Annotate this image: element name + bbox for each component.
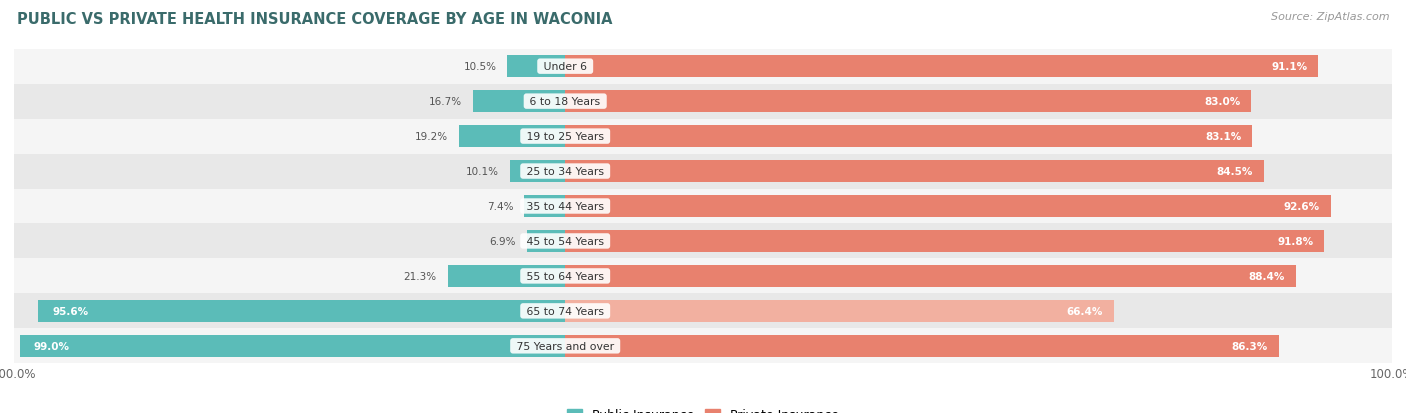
Bar	[527, 230, 565, 252]
Text: 99.0%: 99.0%	[34, 341, 69, 351]
Text: 83.0%: 83.0%	[1204, 97, 1240, 107]
Bar	[449, 266, 565, 287]
Text: 19.2%: 19.2%	[415, 132, 449, 142]
Bar	[565, 300, 1114, 322]
Bar	[509, 161, 565, 183]
Text: 10.1%: 10.1%	[465, 166, 499, 177]
Bar	[14, 294, 1392, 329]
Text: 75 Years and over: 75 Years and over	[513, 341, 617, 351]
Text: 6.9%: 6.9%	[489, 236, 516, 247]
Bar	[565, 230, 1324, 252]
Text: 21.3%: 21.3%	[404, 271, 437, 281]
Bar	[565, 56, 1319, 78]
Text: PUBLIC VS PRIVATE HEALTH INSURANCE COVERAGE BY AGE IN WACONIA: PUBLIC VS PRIVATE HEALTH INSURANCE COVER…	[17, 12, 613, 27]
Text: 16.7%: 16.7%	[429, 97, 463, 107]
Text: 91.1%: 91.1%	[1271, 62, 1308, 72]
Text: 35 to 44 Years: 35 to 44 Years	[523, 202, 607, 211]
Bar	[565, 126, 1253, 147]
Bar	[524, 196, 565, 217]
Text: 45 to 54 Years: 45 to 54 Years	[523, 236, 607, 247]
Text: 92.6%: 92.6%	[1284, 202, 1320, 211]
Legend: Public Insurance, Private Insurance: Public Insurance, Private Insurance	[562, 404, 844, 413]
Text: 86.3%: 86.3%	[1232, 341, 1268, 351]
Text: 88.4%: 88.4%	[1249, 271, 1285, 281]
Text: 10.5%: 10.5%	[464, 62, 496, 72]
Text: 6 to 18 Years: 6 to 18 Years	[526, 97, 605, 107]
Text: 65 to 74 Years: 65 to 74 Years	[523, 306, 607, 316]
Bar	[565, 91, 1251, 113]
Bar	[565, 335, 1278, 357]
Text: 55 to 64 Years: 55 to 64 Years	[523, 271, 607, 281]
Bar	[14, 84, 1392, 119]
Text: 83.1%: 83.1%	[1205, 132, 1241, 142]
Text: Source: ZipAtlas.com: Source: ZipAtlas.com	[1271, 12, 1389, 22]
Text: 84.5%: 84.5%	[1216, 166, 1253, 177]
Bar	[565, 196, 1330, 217]
Bar	[14, 50, 1392, 84]
Bar	[14, 154, 1392, 189]
Bar	[14, 224, 1392, 259]
Bar	[565, 266, 1296, 287]
Bar	[14, 329, 1392, 363]
Text: 66.4%: 66.4%	[1067, 306, 1104, 316]
Text: 7.4%: 7.4%	[486, 202, 513, 211]
Bar	[38, 300, 565, 322]
Bar	[14, 189, 1392, 224]
Text: 95.6%: 95.6%	[52, 306, 89, 316]
Bar	[14, 259, 1392, 294]
Text: Under 6: Under 6	[540, 62, 591, 72]
Bar	[14, 119, 1392, 154]
Bar	[508, 56, 565, 78]
Text: 91.8%: 91.8%	[1277, 236, 1313, 247]
Text: 19 to 25 Years: 19 to 25 Years	[523, 132, 607, 142]
Bar	[20, 335, 565, 357]
Bar	[474, 91, 565, 113]
Bar	[460, 126, 565, 147]
Text: 25 to 34 Years: 25 to 34 Years	[523, 166, 607, 177]
Bar	[565, 161, 1264, 183]
